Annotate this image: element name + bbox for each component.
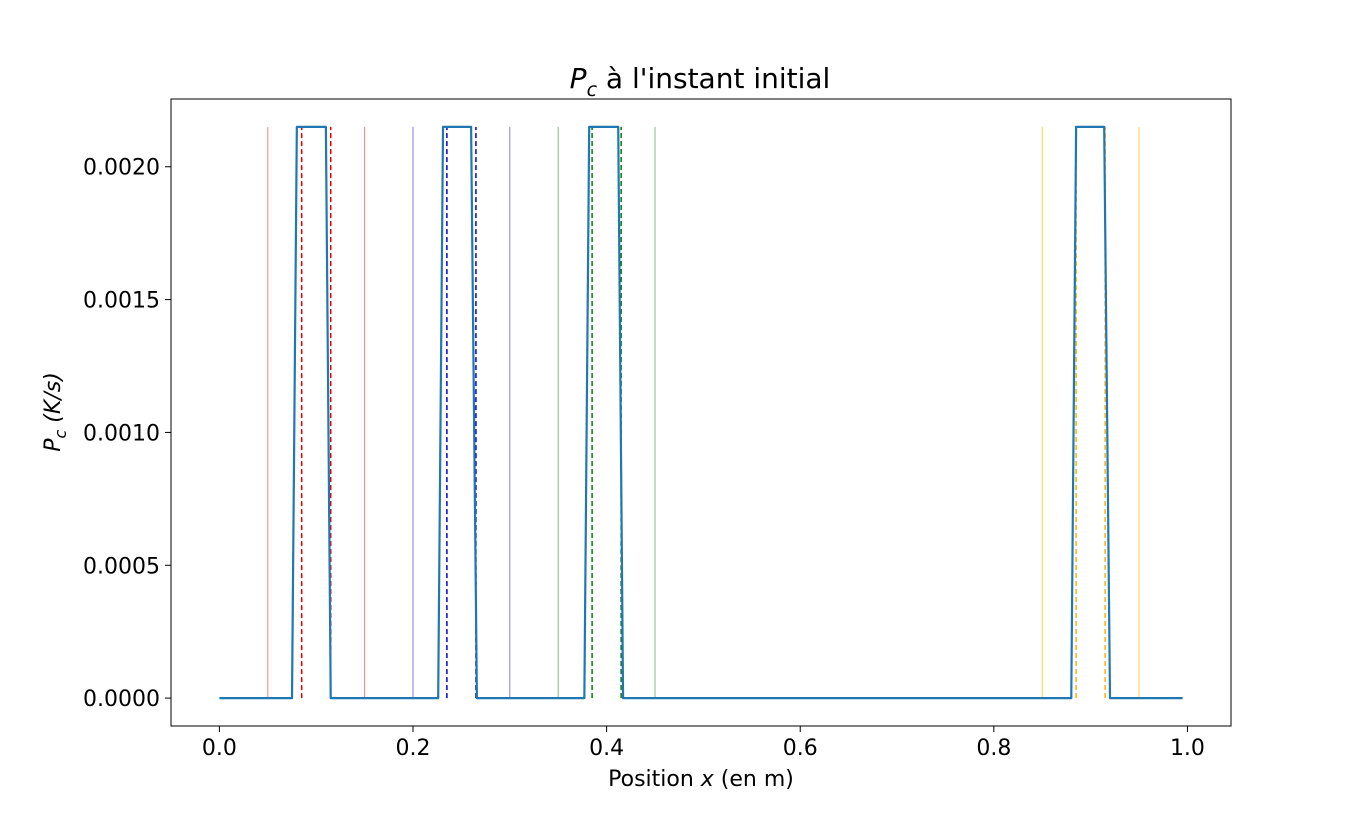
y-axis-label: Pc (K/s) — [41, 372, 70, 452]
x-tick-label: 0.4 — [589, 736, 624, 761]
vertical-markers — [267, 126, 1140, 699]
series-line-0 — [219, 125, 1183, 700]
y-tick-label: 0.0005 — [83, 554, 160, 579]
x-tick-label: 0.2 — [396, 736, 431, 761]
y-axis-ticks: 0.0000 0.0005 0.0010 0.0015 0.0020 — [83, 156, 171, 712]
y-tick-label: 0.0010 — [83, 421, 160, 446]
x-tick-label: 0.6 — [783, 736, 818, 761]
x-axis-ticks: 0.0 0.2 0.4 0.6 0.8 1.0 — [202, 726, 1205, 761]
series — [219, 125, 1183, 700]
x-tick-label: 1.0 — [1170, 736, 1205, 761]
y-tick-label: 0.0020 — [83, 156, 160, 181]
chart-title: Pc à l'instant initial — [570, 62, 831, 101]
x-axis-label: Position x (en m) — [608, 767, 794, 792]
plot-frame — [170, 98, 1232, 727]
y-tick-label: 0.0000 — [83, 687, 160, 712]
y-tick-label: 0.0015 — [83, 289, 160, 314]
x-tick-label: 0.8 — [976, 736, 1011, 761]
x-tick-label: 0.0 — [202, 736, 237, 761]
